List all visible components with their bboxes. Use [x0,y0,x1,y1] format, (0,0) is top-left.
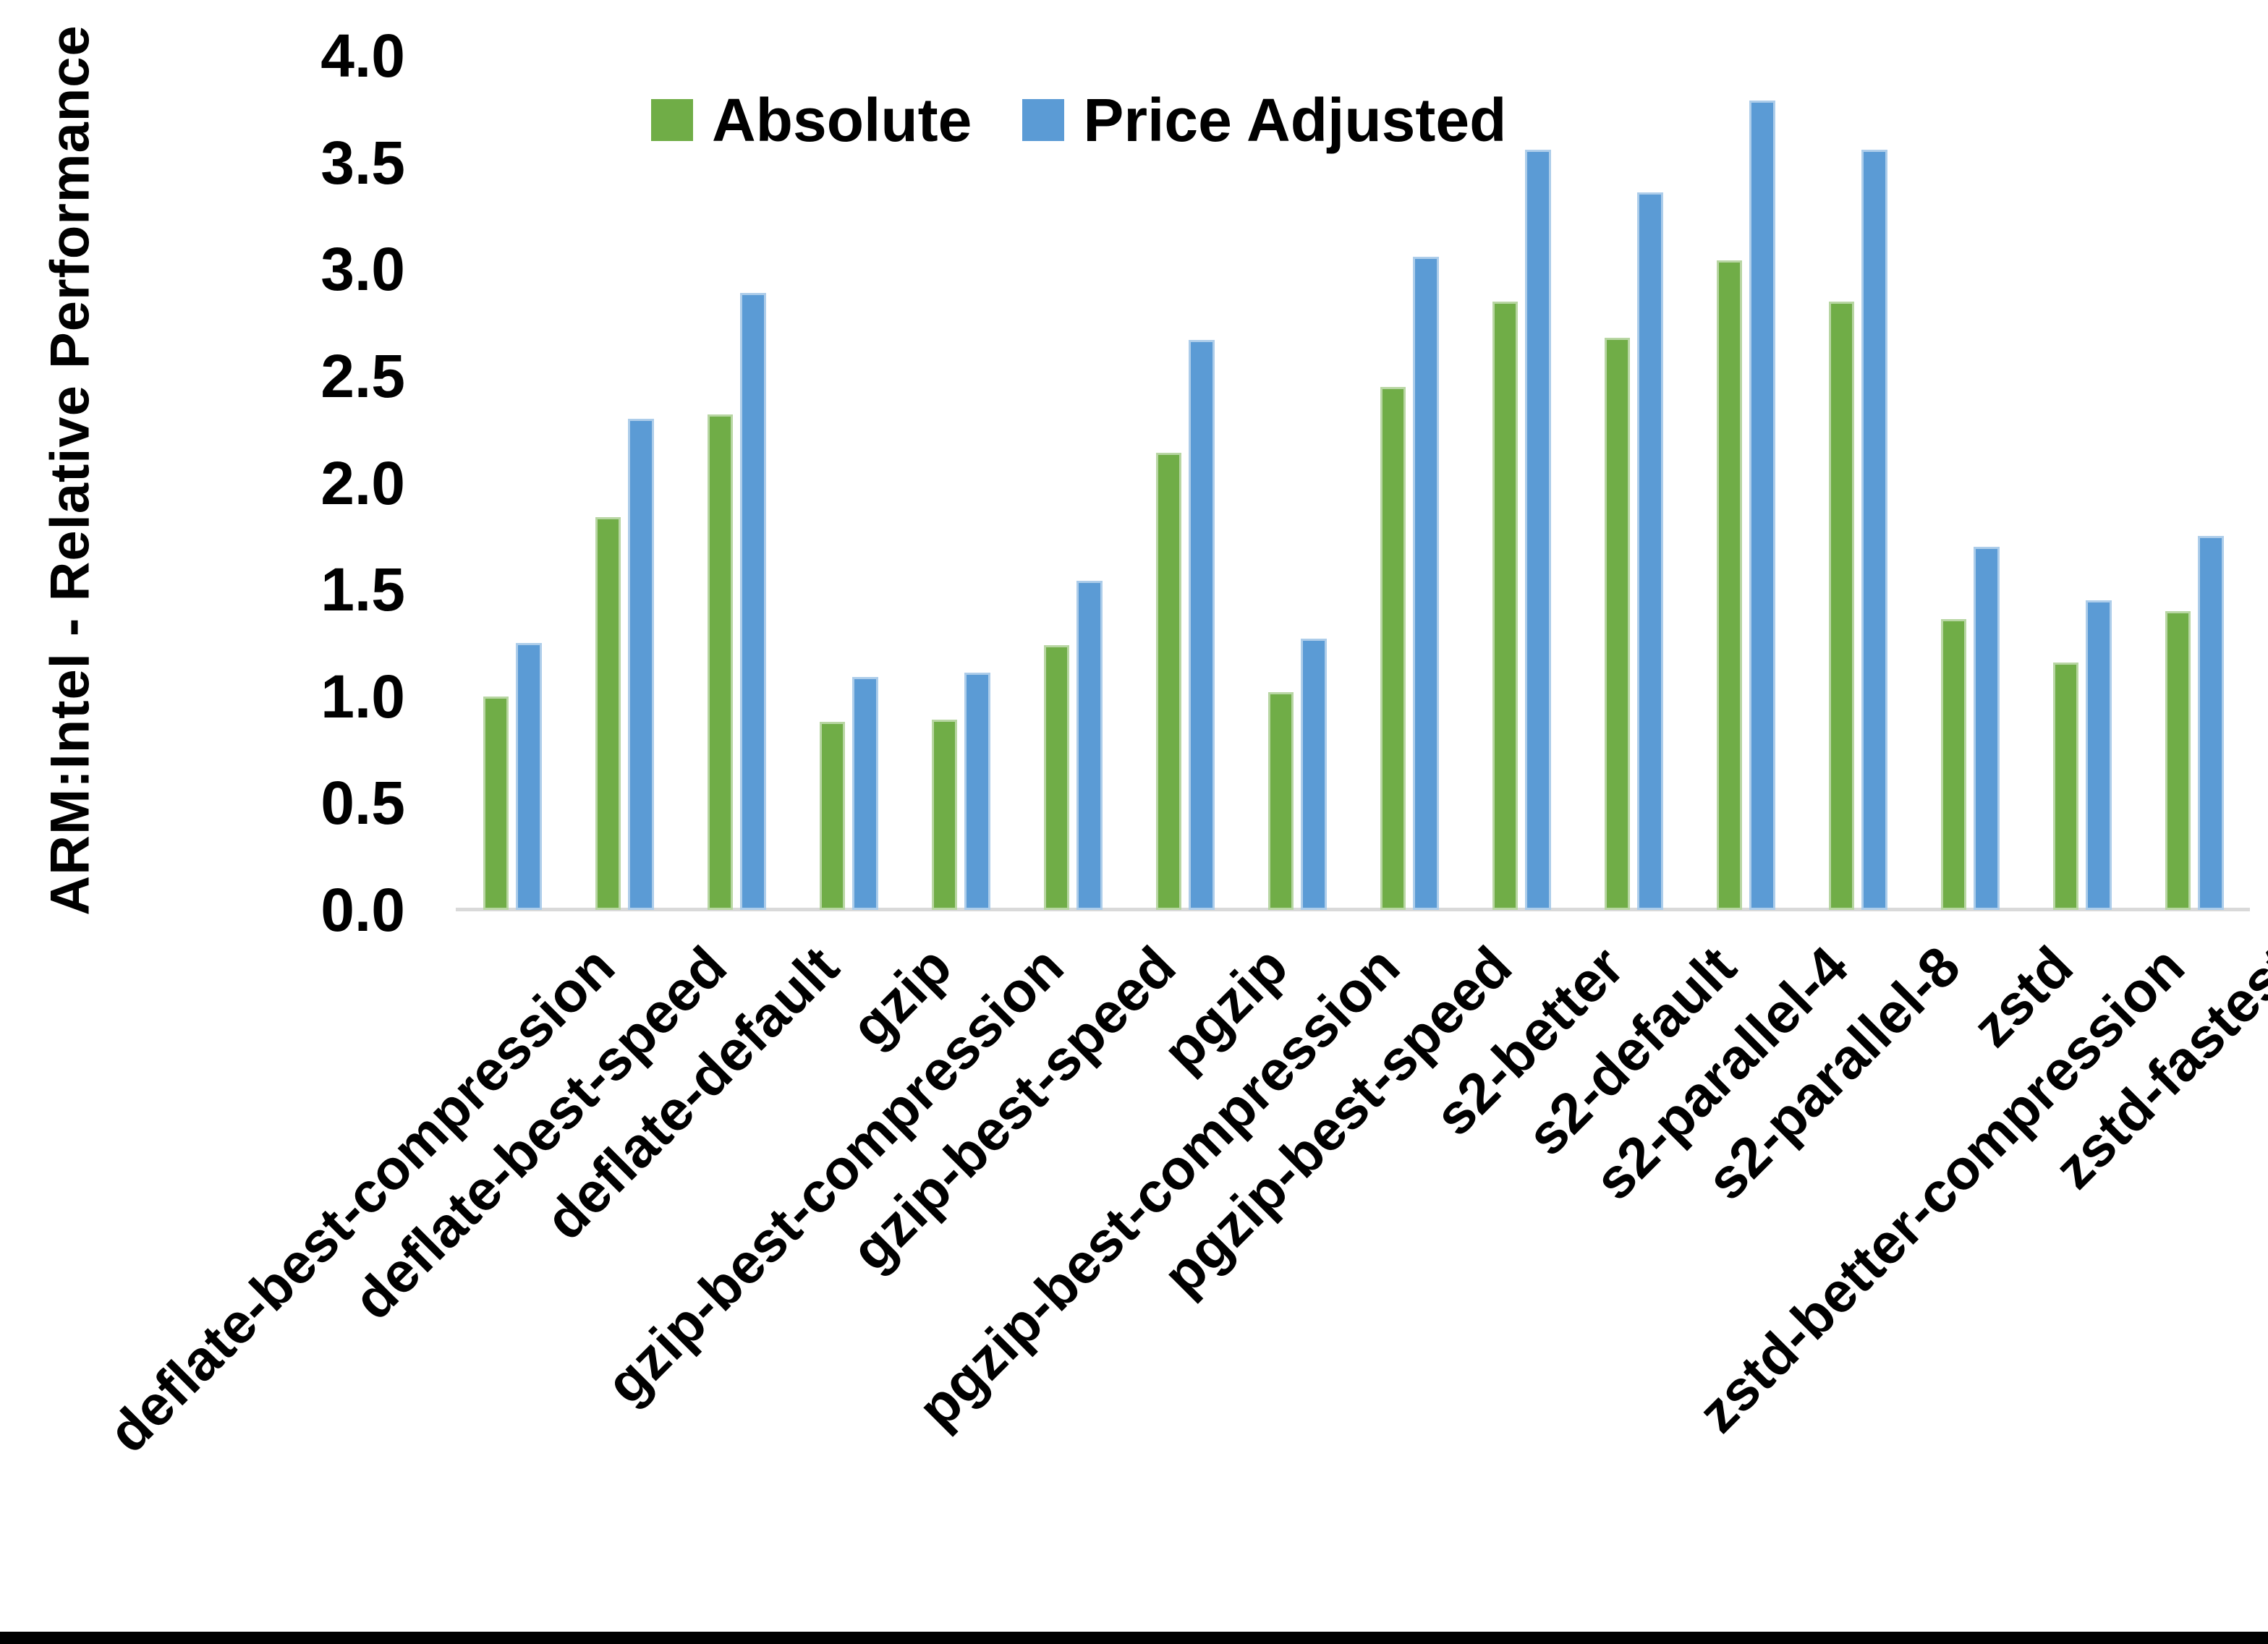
s2-parallel-4-absolute-bar [1716,260,1742,910]
deflate-best-speed-price-adjusted-bar [627,418,654,910]
y-tick-label-2.5: 2.5 [320,341,405,410]
pgzip-best-compression-price-adjusted-bar [1300,639,1327,910]
s2-parallel-4-price-adjusted-bar [1749,101,1775,910]
zstd-fastest-absolute-bar [2165,610,2191,910]
y-tick-label-0.0: 0.0 [320,876,405,944]
s2-default-absolute-bar [1604,337,1630,910]
y-tick-label-0.5: 0.5 [320,769,405,838]
zstd-fastest-price-adjusted-bar [2197,536,2224,910]
y-tick-label-3.5: 3.5 [320,128,405,197]
legend-label-absolute: Absolute [712,86,972,154]
legend-item-absolute: Absolute [651,90,972,150]
deflate-default-absolute-bar [707,414,733,910]
deflate-default-price-adjusted-bar [739,292,766,910]
bottom-border-bar [0,1632,2268,1644]
pgzip-best-compression-absolute-bar [1267,691,1294,910]
zstd-better-compression-absolute-bar [2052,662,2078,910]
deflate-best-compression-absolute-bar [483,696,509,910]
deflate-best-speed-absolute-bar [595,516,621,910]
price-adjusted-series-swatch-icon [1022,99,1065,141]
s2-better-price-adjusted-bar [1524,149,1551,910]
zstd-price-adjusted-bar [1973,547,2000,910]
y-tick-label-1.0: 1.0 [320,662,405,731]
gzip-best-speed-absolute-bar [1043,644,1069,910]
pgzip-best-speed-price-adjusted-bar [1412,256,1439,910]
zstd-better-compression-price-adjusted-bar [2085,600,2112,910]
s2-better-absolute-bar [1492,301,1518,910]
gzip-absolute-bar [819,722,845,910]
deflate-best-compression-price-adjusted-bar [515,642,542,910]
y-tick-label-4.0: 4.0 [320,22,405,90]
legend-item-price-adjusted: Price Adjusted [1022,90,1506,150]
gzip-best-compression-absolute-bar [931,720,957,910]
s2-parallel-8-absolute-bar [1828,301,1854,910]
gzip-best-compression-price-adjusted-bar [964,673,990,910]
pgzip-price-adjusted-bar [1188,339,1215,910]
s2-parallel-8-price-adjusted-bar [1861,149,1887,910]
x-axis-line [456,908,2250,911]
pgzip-absolute-bar [1155,453,1181,910]
gzip-best-speed-price-adjusted-bar [1076,581,1103,910]
legend-label-price-adjusted: Price Adjusted [1083,86,1507,154]
s2-default-price-adjusted-bar [1636,192,1663,910]
absolute-series-swatch-icon [651,99,693,141]
gzip-price-adjusted-bar [851,677,878,910]
zstd-absolute-bar [1940,619,1966,910]
y-tick-label-2.0: 2.0 [320,448,405,517]
pgzip-best-speed-absolute-bar [1380,386,1406,910]
y-tick-label-3.0: 3.0 [320,235,405,304]
y-tick-label-1.5: 1.5 [320,555,405,624]
y-axis-title: ARM:Intel - Relative Performance [39,25,101,916]
legend: Absolute Price Adjusted [651,90,1506,150]
